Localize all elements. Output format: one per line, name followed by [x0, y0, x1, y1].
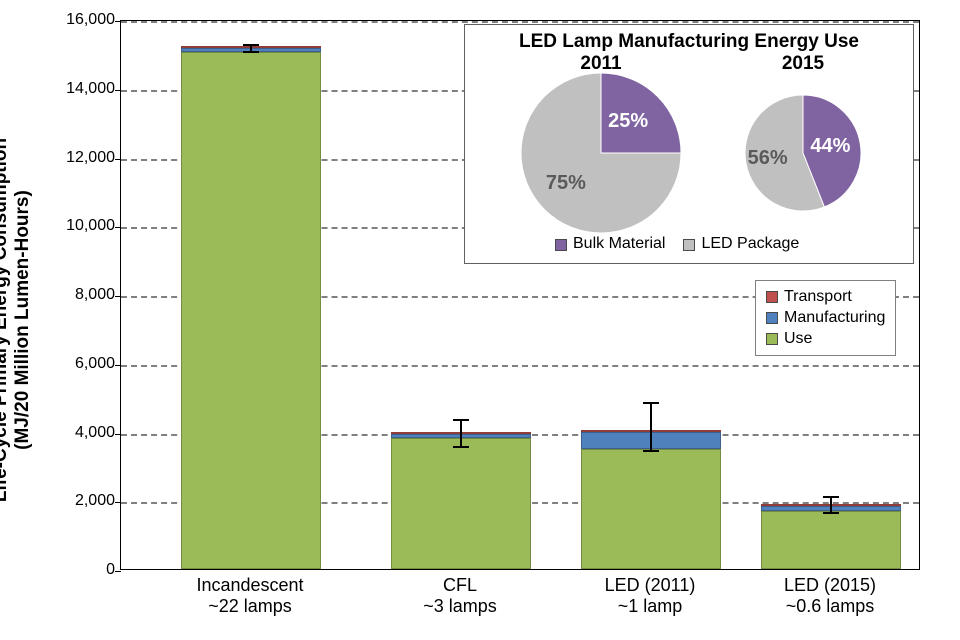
- y-tick-label: 2,000: [75, 492, 115, 510]
- y-axis-title-line1: Life-Cycle Primary Energy Consumption: [0, 138, 11, 502]
- y-tick-label: 10,000: [66, 217, 115, 235]
- inset-panel: LED Lamp Manufacturing Energy Use Bulk M…: [464, 24, 914, 264]
- legend-item: Transport: [766, 287, 885, 308]
- x-cat-line1: CFL: [443, 575, 477, 595]
- y-tick-label: 4,000: [75, 424, 115, 442]
- x-category-label: Incandescent~22 lamps: [150, 575, 350, 617]
- y-tick: [115, 502, 121, 503]
- pie-slice-label: 25%: [608, 110, 648, 133]
- pie-slice-label: 44%: [810, 135, 850, 158]
- error-bar: [830, 497, 832, 512]
- inset-legend: Bulk Material LED Package: [555, 234, 799, 255]
- y-tick-label: 0: [106, 561, 115, 579]
- error-cap: [453, 446, 469, 448]
- legend-label: Use: [784, 329, 812, 350]
- x-cat-line2: ~3 lamps: [423, 596, 497, 616]
- y-tick: [115, 90, 121, 91]
- y-tick-label: 8,000: [75, 286, 115, 304]
- error-cap: [823, 496, 839, 498]
- x-cat-line2: ~1 lamp: [618, 596, 683, 616]
- error-cap: [823, 512, 839, 514]
- series-legend: TransportManufacturingUse: [755, 280, 896, 356]
- legend-swatch: [555, 239, 567, 251]
- pie-slice-label: 56%: [748, 147, 788, 170]
- legend-item: Manufacturing: [766, 308, 885, 329]
- pie-year-label: 2011: [561, 53, 641, 75]
- bar-segment-use: [181, 52, 321, 569]
- bar-segment-use: [581, 449, 721, 569]
- error-bar: [650, 403, 652, 451]
- pie-year-label: 2015: [763, 53, 843, 75]
- y-tick-label: 6,000: [75, 355, 115, 373]
- error-cap: [243, 44, 259, 46]
- inset-legend-item: Bulk Material: [555, 234, 665, 255]
- y-tick: [115, 296, 121, 297]
- legend-swatch: [683, 239, 695, 251]
- error-cap: [243, 51, 259, 53]
- y-tick-label: 14,000: [66, 80, 115, 98]
- legend-item: Use: [766, 329, 885, 350]
- pie-slice-label: 75%: [546, 172, 586, 195]
- legend-swatch: [766, 312, 778, 324]
- error-cap: [643, 402, 659, 404]
- error-bar: [460, 420, 462, 448]
- x-cat-line1: Incandescent: [196, 575, 303, 595]
- bar-segment-use: [391, 438, 531, 569]
- legend-swatch: [766, 291, 778, 303]
- error-cap: [643, 450, 659, 452]
- x-category-label: CFL~3 lamps: [360, 575, 560, 617]
- y-tick: [115, 365, 121, 366]
- legend-label: Manufacturing: [784, 308, 885, 329]
- y-tick: [115, 21, 121, 22]
- x-cat-line1: LED (2011): [605, 575, 696, 595]
- y-tick: [115, 434, 121, 435]
- x-category-label: LED (2011)~1 lamp: [550, 575, 750, 617]
- y-axis-title-line2: (MJ/20 Million Lumen-Hours): [12, 190, 33, 450]
- x-cat-line1: LED (2015): [784, 575, 876, 595]
- error-cap: [453, 419, 469, 421]
- inset-legend-label: Bulk Material: [573, 234, 665, 255]
- x-cat-line2: ~22 lamps: [208, 596, 292, 616]
- legend-label: Transport: [784, 287, 852, 308]
- chart-container: Life-Cycle Primary Energy Consumption (M…: [0, 0, 960, 640]
- y-tick: [115, 571, 121, 572]
- y-tick-label: 16,000: [66, 11, 115, 29]
- inset-legend-item: LED Package: [683, 234, 799, 255]
- legend-swatch: [766, 333, 778, 345]
- y-tick-label: 12,000: [66, 149, 115, 167]
- bar-group: [181, 19, 321, 569]
- x-category-label: LED (2015)~0.6 lamps: [730, 575, 930, 617]
- bar-segment-use: [761, 511, 901, 569]
- y-axis-title: Life-Cycle Primary Energy Consumption (M…: [0, 138, 34, 502]
- x-cat-line2: ~0.6 lamps: [786, 596, 875, 616]
- inset-legend-label: LED Package: [701, 234, 799, 255]
- y-tick: [115, 159, 121, 160]
- y-tick: [115, 227, 121, 228]
